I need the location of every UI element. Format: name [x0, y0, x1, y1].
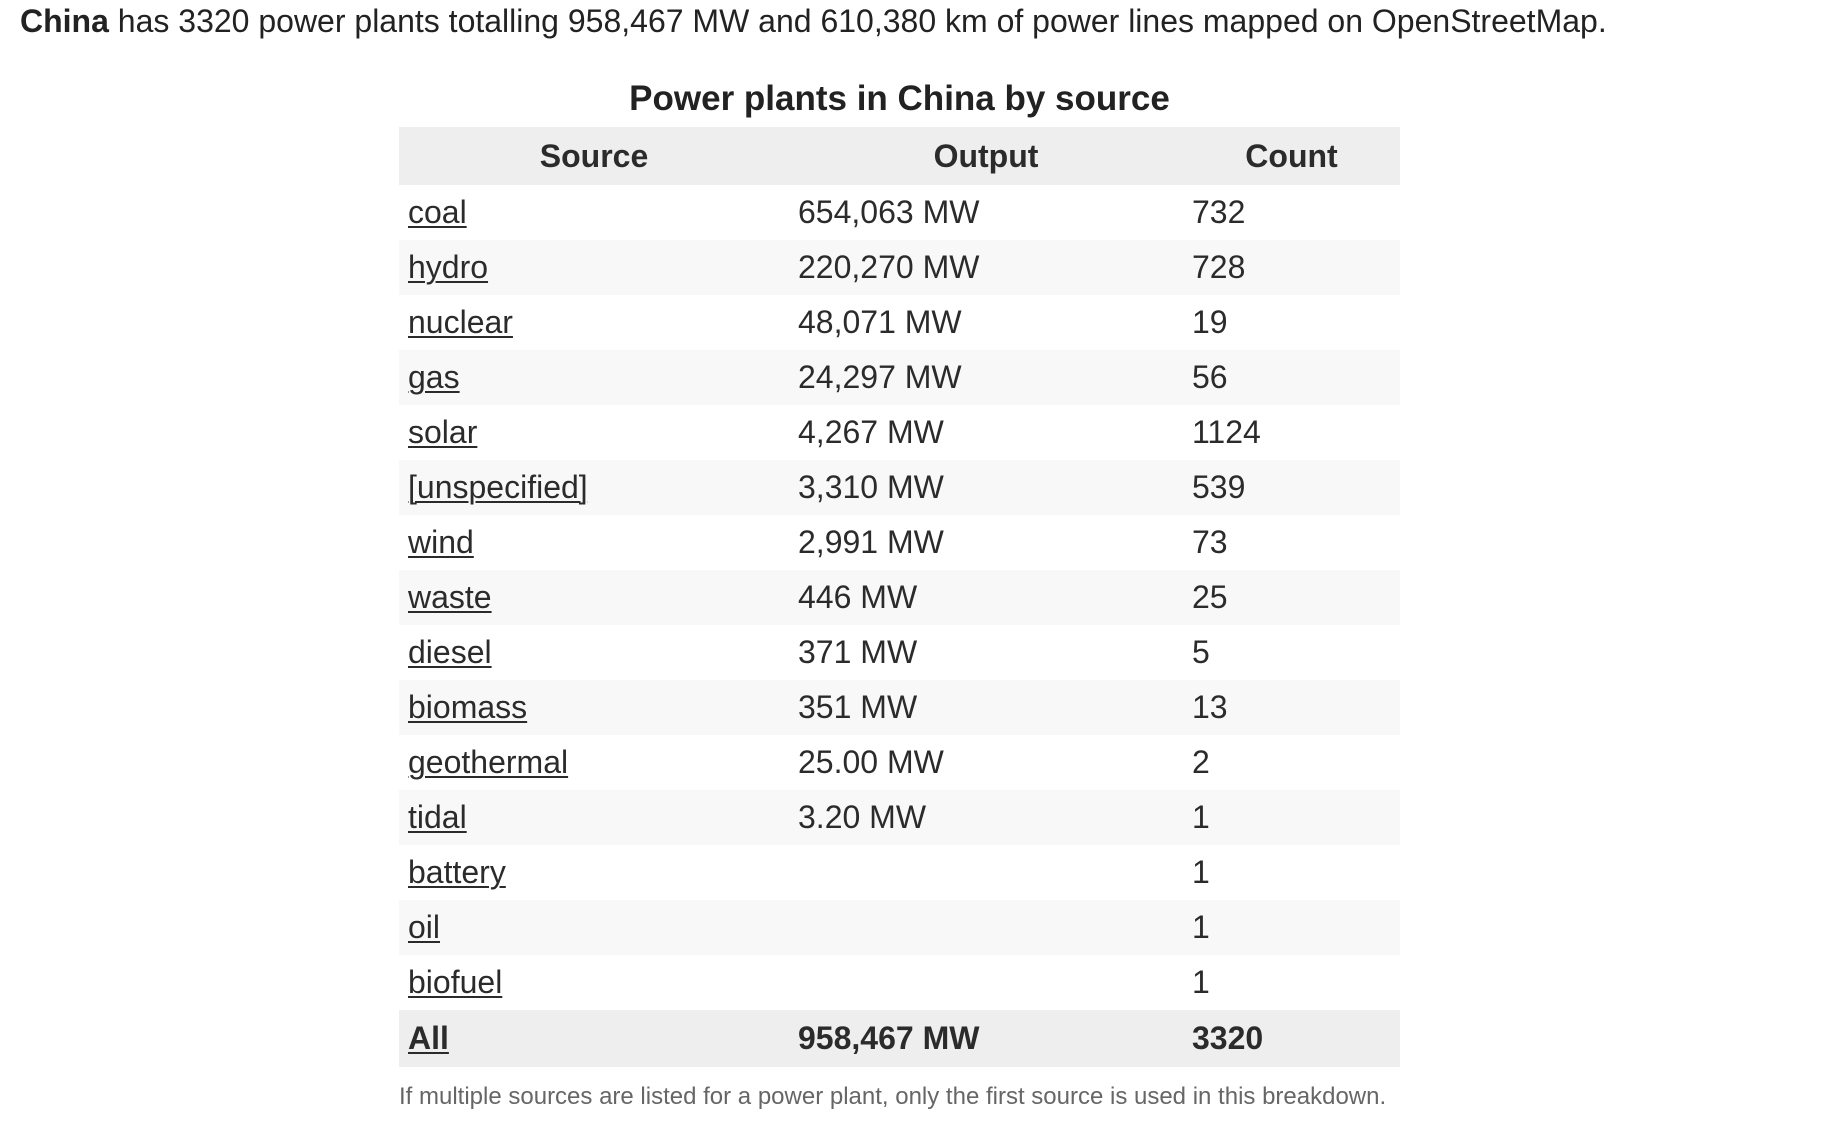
- output-cell: 48,071 MW: [798, 304, 962, 340]
- output-cell: 3.20 MW: [798, 799, 927, 835]
- source-cell: geothermal: [399, 735, 789, 790]
- source-link[interactable]: waste: [408, 579, 492, 615]
- source-link[interactable]: wind: [408, 524, 474, 560]
- count-cell: 2: [1192, 744, 1210, 780]
- output-cell: 654,063 MW: [798, 194, 980, 230]
- count-cell: 1: [1192, 909, 1210, 945]
- output-cell: [789, 955, 1183, 1010]
- table-row: nuclear 48,071 MW 19: [399, 295, 1400, 350]
- source-link[interactable]: hydro: [408, 249, 489, 285]
- output-cell: [789, 845, 1183, 900]
- table-row: coal 654,063 MW 732: [399, 185, 1400, 240]
- source-cell: biomass: [399, 680, 789, 735]
- count-cell: 73: [1192, 524, 1228, 560]
- output-cell: 351 MW: [798, 689, 918, 725]
- source-cell: wind: [399, 515, 789, 570]
- total-source-cell: All: [399, 1010, 789, 1067]
- total-output-cell: 958,467 MW: [798, 1020, 980, 1056]
- source-cell: solar: [399, 405, 789, 460]
- source-link[interactable]: diesel: [408, 634, 492, 670]
- table-header-row: Source Output Count: [399, 127, 1400, 185]
- source-cell: [unspecified]: [399, 460, 789, 515]
- source-link[interactable]: gas: [408, 359, 460, 395]
- table-row: solar 4,267 MW 1124: [399, 405, 1400, 460]
- output-cell: 3,310 MW: [798, 469, 944, 505]
- total-count-cell: 3320: [1192, 1020, 1264, 1056]
- country-name: China: [20, 3, 109, 39]
- count-cell: 1: [1192, 964, 1210, 1000]
- count-cell: 5: [1192, 634, 1210, 670]
- header-output: Output: [933, 137, 1039, 174]
- source-link[interactable]: nuclear: [408, 304, 513, 340]
- source-link[interactable]: geothermal: [408, 744, 569, 780]
- source-cell: nuclear: [399, 295, 789, 350]
- output-cell: [789, 900, 1183, 955]
- source-cell: waste: [399, 570, 789, 625]
- source-link[interactable]: oil: [408, 909, 441, 945]
- power-plants-table-section: Power plants in China by source Source O…: [399, 74, 1400, 1067]
- output-cell: 24,297 MW: [798, 359, 962, 395]
- source-link[interactable]: biomass: [408, 689, 528, 725]
- count-cell: 1124: [1192, 414, 1261, 450]
- header-count: Count: [1245, 137, 1338, 174]
- source-link[interactable]: solar: [408, 414, 478, 450]
- header-source: Source: [539, 137, 649, 174]
- count-cell: 539: [1192, 469, 1246, 505]
- footnote: If multiple sources are listed for a pow…: [399, 1083, 1387, 1110]
- table-row: battery 1: [399, 845, 1400, 900]
- table-row: geothermal 25.00 MW 2: [399, 735, 1400, 790]
- source-link[interactable]: coal: [408, 194, 467, 230]
- count-cell: 728: [1192, 249, 1246, 285]
- source-cell: oil: [399, 900, 789, 955]
- power-plants-table: Source Output Count coal 654,063 MW 732 hyd…: [399, 127, 1400, 1067]
- output-cell: 371 MW: [798, 634, 918, 670]
- table-row: diesel 371 MW 5: [399, 625, 1400, 680]
- count-cell: 13: [1192, 689, 1228, 725]
- source-cell: hydro: [399, 240, 789, 295]
- output-cell: 2,991 MW: [798, 524, 944, 560]
- table-row: gas 24,297 MW 56: [399, 350, 1400, 405]
- count-cell: 56: [1192, 359, 1228, 395]
- table-row: oil 1: [399, 900, 1400, 955]
- source-cell: gas: [399, 350, 789, 405]
- source-cell: diesel: [399, 625, 789, 680]
- summary-text: has 3320 power plants totalling 958,467 …: [108, 3, 1607, 39]
- source-link[interactable]: biofuel: [408, 964, 503, 1000]
- table-row: wind 2,991 MW 73: [399, 515, 1400, 570]
- count-cell: 1: [1192, 854, 1210, 890]
- source-cell: biofuel: [399, 955, 789, 1010]
- count-cell: 25: [1192, 579, 1228, 615]
- table-row: tidal 3.20 MW 1: [399, 790, 1400, 845]
- output-cell: 25.00 MW: [798, 744, 944, 780]
- source-cell: coal: [399, 185, 789, 240]
- table-total-row: All 958,467 MW 3320: [399, 1010, 1400, 1067]
- table-row: waste 446 MW 25: [399, 570, 1400, 625]
- table-row: hydro 220,270 MW 728: [399, 240, 1400, 295]
- output-cell: 220,270 MW: [798, 249, 980, 285]
- output-cell: 4,267 MW: [798, 414, 944, 450]
- summary-sentence: China has 3320 power plants totalling 95…: [20, 0, 1607, 42]
- table-row: biofuel 1: [399, 955, 1400, 1010]
- table-row: biomass 351 MW 13: [399, 680, 1400, 735]
- source-link[interactable]: [unspecified]: [408, 469, 588, 505]
- source-link[interactable]: tidal: [408, 799, 467, 835]
- table-body: coal 654,063 MW 732 hydro 220,270 MW 728 nucle…: [399, 185, 1400, 1010]
- count-cell: 1: [1192, 799, 1210, 835]
- table-caption: Power plants in China by source: [629, 79, 1170, 118]
- source-cell: battery: [399, 845, 789, 900]
- count-cell: 732: [1192, 194, 1246, 230]
- source-cell: tidal: [399, 790, 789, 845]
- count-cell: 19: [1192, 304, 1228, 340]
- total-source-link[interactable]: All: [408, 1020, 449, 1056]
- source-link[interactable]: battery: [408, 854, 506, 890]
- table-row: [unspecified] 3,310 MW 539: [399, 460, 1400, 515]
- output-cell: 446 MW: [798, 579, 918, 615]
